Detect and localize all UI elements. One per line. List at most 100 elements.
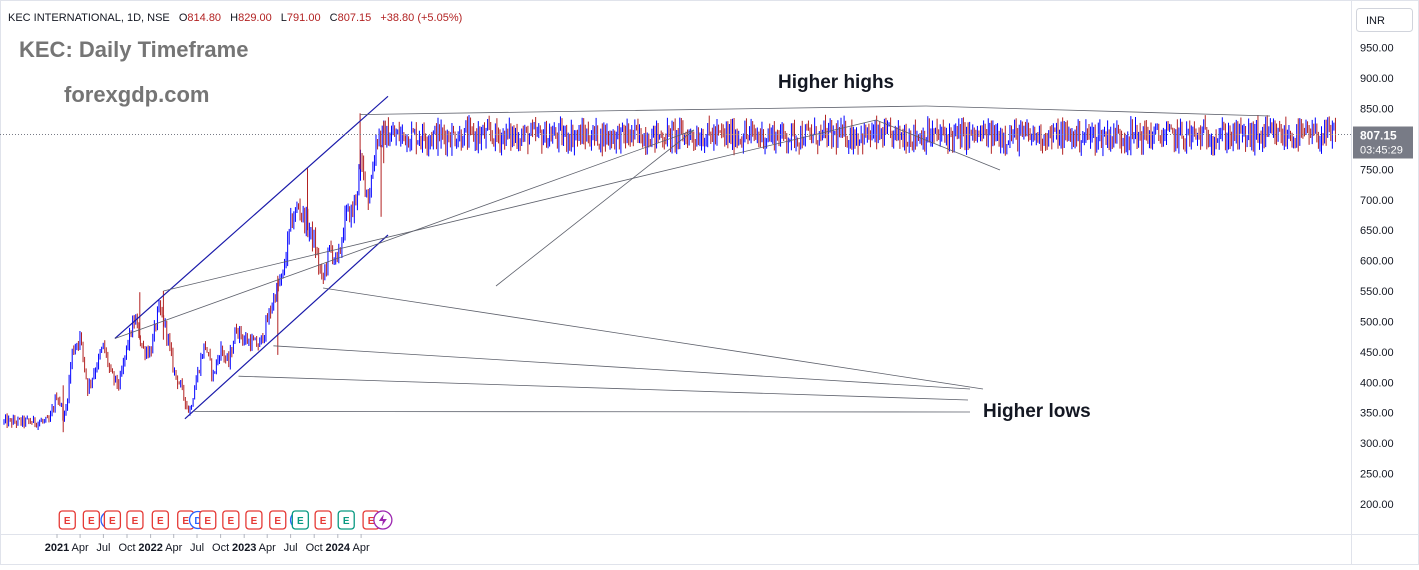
price-tick-label: 900.00 (1360, 73, 1394, 85)
open-label: O (179, 12, 188, 24)
close-value: 807.15 (338, 12, 372, 24)
marker-shape (337, 510, 355, 530)
currency-label: INR (1366, 15, 1385, 27)
marker-shape (151, 510, 169, 530)
marker-shape (269, 510, 287, 530)
flash-icon[interactable] (373, 510, 393, 530)
time-tick-label: 2023 (232, 542, 256, 554)
drawings-layer (114, 95, 1271, 420)
price-scale[interactable]: 200.00 250.00 300.00 350.00 400.00 450.00 500.… (1360, 43, 1394, 511)
time-tick-label: Jul (96, 542, 110, 554)
earnings-marker[interactable]: E (245, 510, 263, 530)
earnings-marker[interactable]: E (151, 510, 169, 530)
marker-shape (58, 510, 76, 530)
last-price-badge: 807.15 03:45:29 (1353, 126, 1413, 159)
time-tick-label: Apr (165, 542, 182, 554)
low-label: L (281, 12, 287, 24)
earnings-marker[interactable]: E (82, 510, 101, 530)
price-tick-label: 200.00 (1360, 499, 1394, 511)
ohlc-legend: KEC INTERNATIONAL, 1D, NSE O814.80 H829.… (8, 12, 462, 24)
last-price-value: 807.15 (1360, 129, 1397, 143)
lower-channel-line (184, 234, 389, 420)
marker-shape (126, 510, 144, 530)
chart-title: KEC: Daily Timeframe (19, 37, 248, 62)
higher-highs-pointer (875, 119, 1001, 171)
upper-channel-line (114, 95, 389, 339)
time-tick-label: Oct (212, 542, 229, 554)
marker-letter: E (297, 516, 304, 527)
marker-letter: E (228, 516, 235, 527)
time-tick-label: Apr (353, 542, 370, 554)
split-marker[interactable]: E (337, 510, 355, 530)
marker-letter: E (251, 516, 258, 527)
higher-lows-pointer (238, 375, 969, 401)
earnings-marker[interactable]: E (314, 510, 332, 530)
marker-shape (199, 510, 217, 530)
marker-shape (222, 510, 240, 530)
marker-shape (245, 510, 263, 530)
higher-highs-pointer (495, 129, 695, 287)
marker-letter: E (368, 516, 375, 527)
time-tick-label: Oct (118, 542, 135, 554)
marker-shape (103, 510, 122, 530)
price-tick-label: 650.00 (1360, 225, 1394, 237)
time-tick-label: 2022 (138, 542, 162, 554)
higher-highs-pointer (114, 129, 695, 339)
price-tick-label: 750.00 (1360, 164, 1394, 176)
marker-letter: E (343, 516, 350, 527)
marker-letter: E (320, 516, 327, 527)
earnings-marker[interactable]: E (126, 510, 144, 530)
higher-lows-pointer (323, 287, 984, 390)
bar-countdown: 03:45:29 (1360, 145, 1403, 157)
earnings-marker[interactable]: E (103, 510, 122, 530)
marker-shape (82, 510, 101, 530)
higher-lows-label: Higher lows (983, 401, 1091, 422)
price-tick-label: 850.00 (1360, 104, 1394, 116)
marker-letter: E (182, 516, 189, 527)
marker-letter: E (157, 516, 164, 527)
earnings-marker[interactable]: E (222, 510, 240, 530)
price-tick-label: 450.00 (1360, 347, 1394, 359)
price-tick-label: 600.00 (1360, 256, 1394, 268)
marker-letter: E (204, 516, 211, 527)
last-price-badge-bg (1353, 126, 1413, 159)
price-tick-label: 350.00 (1360, 408, 1394, 420)
marker-letter: E (109, 516, 116, 527)
time-tick-label: Apr (72, 542, 89, 554)
symbol-info: KEC INTERNATIONAL, 1D, NSE (8, 12, 170, 24)
time-tick-label: Jul (190, 542, 204, 554)
higher-highs-pointer (163, 119, 877, 292)
currency-button[interactable] (1356, 8, 1413, 32)
higher-highs-label: Higher highs (778, 72, 894, 93)
low-value: 791.00 (287, 12, 321, 24)
lightning-glyph (378, 514, 387, 526)
time-scale[interactable]: 2021 Apr Jul Oct 2022 Apr Jul Oct 2023 Apr Jul Oct 2… (45, 534, 370, 554)
price-tick-label: 550.00 (1360, 286, 1394, 298)
marker-letter: E (132, 516, 139, 527)
price-tick-label: 300.00 (1360, 438, 1394, 450)
high-value: 829.00 (238, 12, 272, 24)
earnings-marker[interactable]: E (199, 510, 217, 530)
earnings-marker[interactable]: E (269, 510, 287, 530)
higher-highs-pointer (360, 105, 927, 115)
open-value: 814.80 (187, 12, 221, 24)
watermark: forexgdp.com (64, 82, 209, 107)
change-value: +38.80 (+5.05%) (380, 12, 462, 24)
higher-lows-pointer (194, 411, 971, 413)
time-tick-label: Oct (306, 542, 323, 554)
price-tick-label: 950.00 (1360, 43, 1394, 55)
marker-shape (314, 510, 332, 530)
price-tick-label: 700.00 (1360, 195, 1394, 207)
earnings-marker[interactable]: E (58, 510, 76, 530)
events-layer: EEDEEEEDEEEEDEEEE (58, 510, 393, 530)
marker-letter: E (274, 516, 281, 527)
high-label: H (230, 12, 238, 24)
close-label: C (330, 12, 338, 24)
time-tick-label: Jul (284, 542, 298, 554)
higher-lows-pointer (273, 345, 971, 390)
split-marker[interactable]: E (291, 510, 309, 530)
marker-letter: E (64, 516, 71, 527)
